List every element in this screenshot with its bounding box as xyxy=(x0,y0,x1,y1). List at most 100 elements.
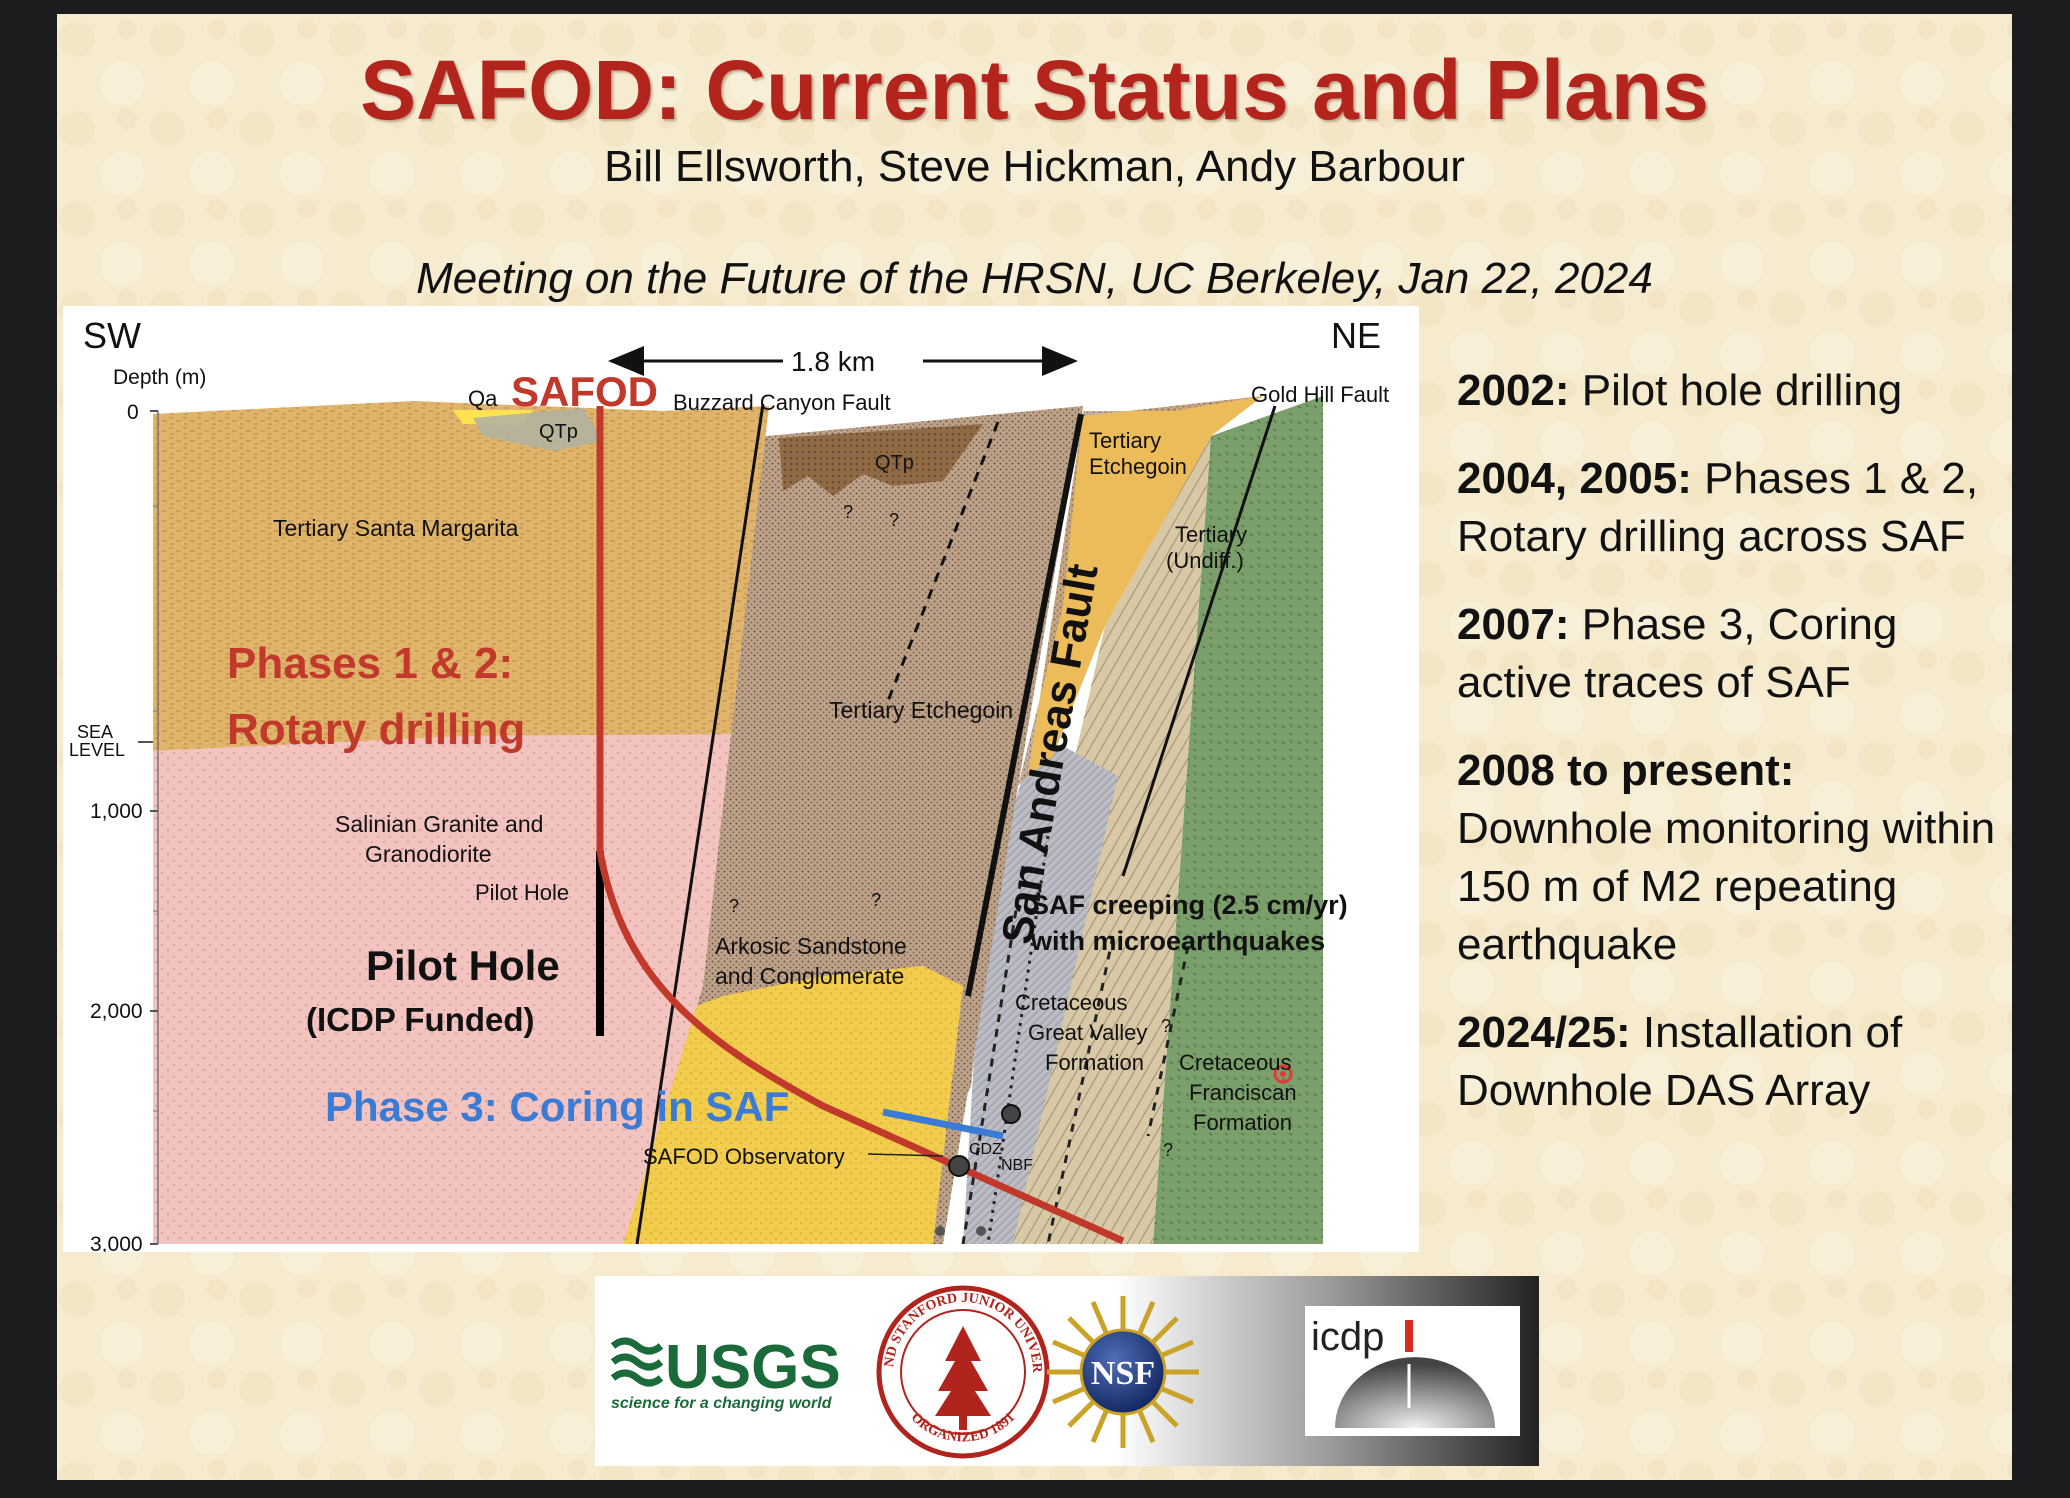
icdp-wordmark: icdp xyxy=(1311,1315,1384,1359)
depth-label: Depth (m) xyxy=(113,366,206,389)
great-valley-label-2: Great Valley xyxy=(1028,1020,1147,1045)
unit-etchegoin-main xyxy=(663,408,1083,1006)
timeline-entry-2008: 2008 to present: Downhole monitoring wit… xyxy=(1457,742,1997,974)
sea-level-label-top: SEA xyxy=(77,722,113,742)
m2-earthquake-dot xyxy=(1273,1064,1293,1084)
buzzard-canyon-fault-line xyxy=(635,403,765,1245)
depth-tick-label-3000: 3,000 xyxy=(90,1233,143,1252)
sensor-1 xyxy=(1001,1104,1021,1124)
phase-3-label: Phase 3: Coring in SAF xyxy=(325,1083,789,1130)
question-mark-3: ? xyxy=(729,896,739,916)
depth-tick-label-1000: 1,000 xyxy=(90,800,143,823)
timeline-year: 2002: xyxy=(1457,366,1570,415)
cdz-label: CDZ xyxy=(969,1141,1002,1158)
observatory-pointer xyxy=(867,1153,944,1157)
observatory-label: SAFOD Observatory xyxy=(643,1144,845,1169)
pilot-hole-big-label: Pilot Hole xyxy=(366,942,560,989)
saf-dashed-1 xyxy=(961,865,1025,1245)
pilot-hole-small-label: Pilot Hole xyxy=(475,880,569,905)
phase-3-core-hole xyxy=(882,1108,1004,1140)
great-valley-label-1: Cretaceous xyxy=(1015,990,1128,1015)
unit-franciscan xyxy=(1153,396,1323,1244)
arkosic-label-line2: and Conglomerate xyxy=(715,963,904,989)
buzzard-canyon-fault-label: Buzzard Canyon Fault xyxy=(673,390,891,415)
tertiary-undiff-label-2: (Undiff.) xyxy=(1166,548,1244,573)
sea-level-label-bottom: LEVEL xyxy=(69,740,125,760)
qtp-right-label: QTp xyxy=(875,452,914,474)
timeline-year: 2004, 2005: xyxy=(1457,454,1692,503)
distance-label: 1.8 km xyxy=(791,346,875,377)
phases-1-2-label-line2: Rotary drilling xyxy=(227,705,525,754)
san-andreas-fault-line xyxy=(965,413,1084,997)
franciscan-label-2: Franciscan xyxy=(1189,1080,1297,1105)
salinian-label-line2: Granodiorite xyxy=(365,841,492,867)
usgs-wordmark: USGS xyxy=(665,1333,841,1402)
slide-title: SAFOD: Current Status and Plans xyxy=(360,43,1709,137)
tertiary-santa-margarita-label: Tertiary Santa Margarita xyxy=(273,515,519,541)
tertiary-etchegoin-top-label-2: Etchegoin xyxy=(1089,454,1187,479)
distance-label-bg xyxy=(783,338,923,378)
unit-qtp-dark xyxy=(779,424,983,496)
salinian-label-line1: Salinian Granite and xyxy=(335,811,543,837)
unit-qtp-left xyxy=(473,408,603,451)
sw-label: SW xyxy=(83,315,141,356)
icdp-funded-label: (ICDP Funded) xyxy=(306,1001,535,1038)
sensor-3 xyxy=(976,1226,986,1236)
safod-cross-section: SW NE Depth (m) 0 1,000 2,000 3,000 SEA … xyxy=(63,306,1419,1252)
timeline-year: 2024/25: xyxy=(1457,1008,1631,1057)
franciscan-label-1: Cretaceous xyxy=(1179,1050,1292,1075)
qtp-left-label: QTp xyxy=(539,421,578,443)
timeline-text: Pilot hole drilling xyxy=(1569,366,1903,415)
saf-creeping-label: SAF creeping (2.5 cm/yr) xyxy=(1031,890,1348,920)
great-valley-label-3: Formation xyxy=(1045,1050,1144,1075)
m2-earthquake-center xyxy=(1280,1071,1286,1077)
microearthquakes-label: with microearthquakes xyxy=(1030,926,1325,956)
qa-label: Qa xyxy=(468,386,498,411)
tertiary-etchegoin-label: Tertiary Etchegoin xyxy=(829,697,1013,723)
timeline-entry-2007: 2007: Phase 3, Coring active traces of S… xyxy=(1457,596,1997,712)
timeline-year: 2007: xyxy=(1457,600,1570,649)
timeline-entry-2024: 2024/25: Installation of Downhole DAS Ar… xyxy=(1457,1004,1997,1120)
timeline-text: Phase 3, Coring active traces of SAF xyxy=(1457,600,1898,707)
question-mark-5: ? xyxy=(1161,1016,1171,1036)
unit-santa-margarita xyxy=(153,401,769,751)
meeting-info: Meeting on the Future of the HRSN, UC Be… xyxy=(416,254,1653,303)
tertiary-undiff-label-1: Tertiary xyxy=(1175,522,1247,547)
usgs-logo: USGS science for a changing world xyxy=(610,1333,841,1412)
timeline-text: Phases 1 & 2, Rotary drilling across SAF xyxy=(1457,454,1979,561)
nbf-label: NBF xyxy=(1001,1157,1033,1174)
depth-tick-label-2000: 2,000 xyxy=(90,1000,143,1023)
question-mark-4: ? xyxy=(871,890,881,910)
gold-hill-fault-line xyxy=(1121,405,1277,877)
ne-label: NE xyxy=(1331,315,1381,356)
timeline-entry-2002: 2002: Pilot hole drilling xyxy=(1457,362,1997,420)
nsf-logo: NSF xyxy=(1047,1296,1199,1448)
safod-label: SAFOD xyxy=(511,368,658,415)
slide: SAFOD: Current Status and Plans Bill Ell… xyxy=(57,14,2012,1480)
arkosic-label-line1: Arkosic Sandstone xyxy=(715,933,907,959)
great-valley-dashed-2 xyxy=(1146,945,1190,1137)
icdp-logo: icdp xyxy=(1305,1306,1520,1436)
unit-granite xyxy=(153,734,731,1244)
question-mark-1: ? xyxy=(843,502,853,522)
safod-main-hole xyxy=(596,406,1125,1245)
depth-tick-label-0: 0 xyxy=(127,401,139,424)
tertiary-etchegoin-top-label-1: Tertiary xyxy=(1089,428,1161,453)
timeline-text: Downhole monitoring within 150 m of M2 r… xyxy=(1457,804,1996,969)
slide-authors: Bill Ellsworth, Steve Hickman, Andy Barb… xyxy=(604,142,1465,191)
question-mark-2: ? xyxy=(889,510,899,530)
sensor-4 xyxy=(935,1226,945,1236)
nsf-wordmark: NSF xyxy=(1091,1355,1155,1392)
question-mark-6: ? xyxy=(1163,1140,1173,1160)
usgs-tagline: science for a changing world xyxy=(611,1395,833,1412)
timeline-year: 2008 to present: xyxy=(1457,746,1795,795)
gold-hill-fault-label: Gold Hill Fault xyxy=(1251,382,1389,407)
sponsor-logos: USGS science for a changing world LELAND… xyxy=(595,1276,1539,1466)
great-valley-dashed xyxy=(1046,935,1115,1245)
unit-tertiary-undiff xyxy=(1028,396,1263,776)
franciscan-label-3: Formation xyxy=(1193,1110,1292,1135)
saf-dashed-2 xyxy=(986,835,1050,1245)
tertiary-dashed-fault xyxy=(884,421,1000,707)
sensor-2 xyxy=(948,1155,970,1177)
phases-1-2-label-line1: Phases 1 & 2: xyxy=(227,639,513,688)
